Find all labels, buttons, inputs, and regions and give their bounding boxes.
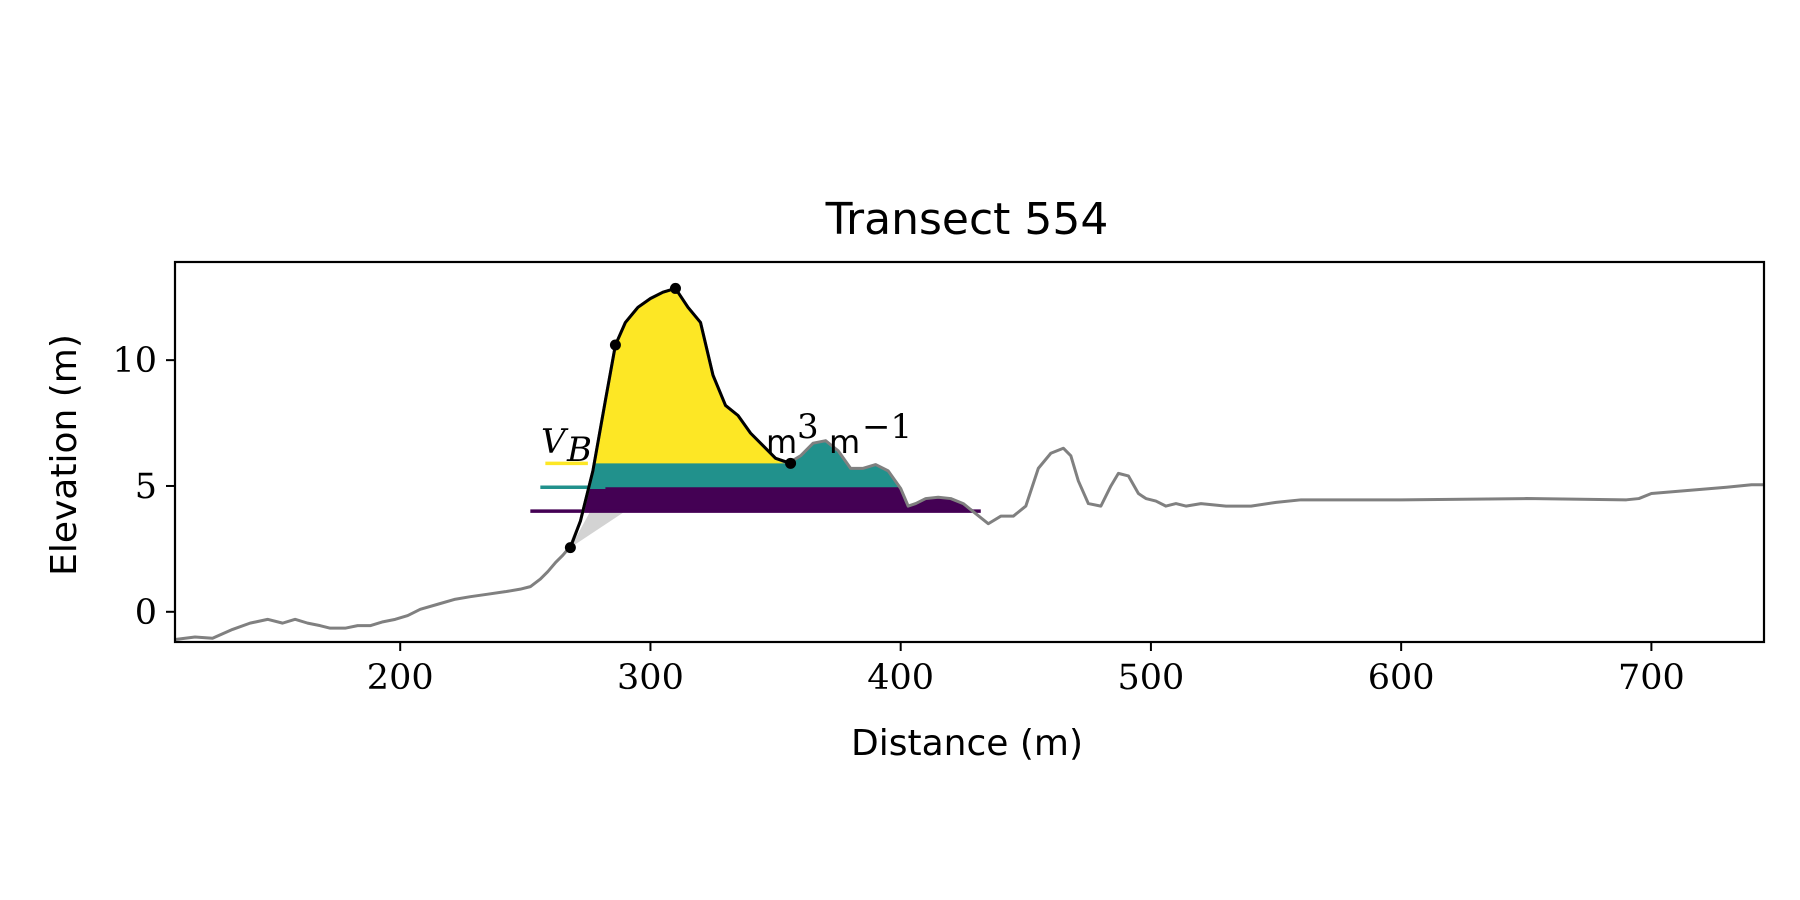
marker-point-3 xyxy=(785,457,797,469)
axes-frame xyxy=(173,260,1766,644)
annotation-group: V B m 3 m −1 xyxy=(541,407,912,470)
band-upper-fill-layer xyxy=(594,288,791,464)
x-tick-label-500: 500 xyxy=(1118,658,1185,698)
x-tick-label-700: 700 xyxy=(1618,658,1685,698)
marker-point-0 xyxy=(564,542,576,554)
plot-area: 200 300 400 500 600 700 0 5 10 xyxy=(112,260,1766,698)
x-tick-label-300: 300 xyxy=(617,658,684,698)
plot-content xyxy=(175,282,1764,641)
annotation-units-m2: m xyxy=(829,423,860,461)
annotation-units-power-3: 3 xyxy=(797,407,819,447)
annotation-symbol: V xyxy=(541,422,569,462)
x-tick-label-200: 200 xyxy=(367,658,434,698)
annotation-units-power-minus1: −1 xyxy=(862,407,912,447)
toe-wedge-fill xyxy=(570,511,626,548)
annotation-subscript: B xyxy=(566,430,592,470)
x-tick-label-400: 400 xyxy=(867,658,934,698)
chart-title: Transect 554 xyxy=(825,194,1109,245)
y-axis-label: Elevation (m) xyxy=(44,334,85,576)
y-tick-label-5: 5 xyxy=(135,467,157,507)
y-tick-label-0: 0 xyxy=(135,593,157,633)
marker-point-2 xyxy=(669,282,681,294)
y-tick-label-10: 10 xyxy=(112,341,157,381)
annotation-units-m: m xyxy=(766,423,797,461)
x-tick-label-600: 600 xyxy=(1368,658,1435,698)
x-axis-label: Distance (m) xyxy=(851,723,1083,764)
profile-line xyxy=(175,286,1764,641)
marker-point-1 xyxy=(609,339,621,351)
